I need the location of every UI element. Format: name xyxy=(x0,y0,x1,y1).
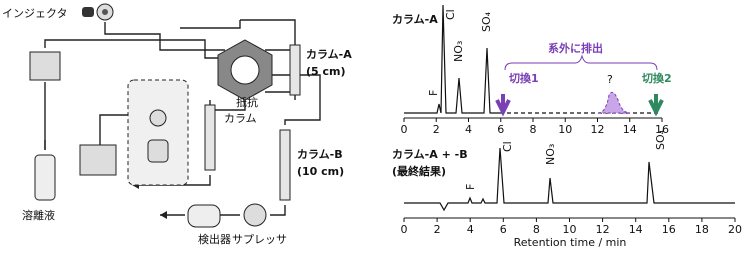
x-tick-label: 0 xyxy=(401,123,408,136)
annotation: ? xyxy=(607,73,613,86)
switch-arrow xyxy=(495,94,511,117)
dashed-box xyxy=(127,79,189,186)
x-tick-label: 2 xyxy=(433,123,440,136)
x-tick-label: 10 xyxy=(563,223,577,236)
subtitle: (最終結果) xyxy=(392,164,446,178)
eluent-bottle xyxy=(34,154,56,201)
six-port-valve xyxy=(230,55,260,85)
detector-icon xyxy=(147,139,169,163)
column-icon xyxy=(149,109,167,127)
label: カラム xyxy=(224,112,257,125)
x-tick-label: 14 xyxy=(629,223,643,236)
x-tick-label: 6 xyxy=(497,123,504,136)
chromatogram-top: カラム-A 系外に排出 切換1 ? 切換2 F Cl NO₃ SO₄ 0 2 4 6 8… xyxy=(392,4,672,136)
column-b xyxy=(279,129,291,201)
x-tick-label: 8 xyxy=(533,223,540,236)
trace xyxy=(404,4,500,114)
label: 検出器 xyxy=(198,232,231,246)
switch-arrow xyxy=(648,94,664,117)
annotation: 切換2 xyxy=(642,71,672,85)
unknown-peak xyxy=(597,91,631,114)
pump xyxy=(29,51,61,81)
x-tick-label: 2 xyxy=(434,223,441,236)
x-tick-label: 12 xyxy=(591,123,605,136)
pipe xyxy=(104,22,225,51)
x-tick-label: 18 xyxy=(695,223,709,236)
title: カラム-A + -B xyxy=(392,148,468,161)
peak-label: SO₄ xyxy=(480,11,493,32)
x-tick-label: 4 xyxy=(465,123,472,136)
x-tick-label: 14 xyxy=(623,123,637,136)
label: 溶離液 xyxy=(22,208,55,222)
injector xyxy=(102,9,108,15)
peak-label: SO₄ xyxy=(654,129,667,150)
brace xyxy=(504,54,658,71)
pipe xyxy=(180,19,296,30)
pump xyxy=(79,144,117,176)
x-tick-label: 8 xyxy=(530,123,537,136)
resistor-column xyxy=(204,104,216,171)
peak-label: NO₃ xyxy=(452,41,465,62)
x-tick-label: 20 xyxy=(728,223,742,236)
peak-label: Cl xyxy=(444,9,457,20)
peak-label: Cl xyxy=(501,141,514,152)
chromatogram-bottom: カラム-A + -B (最終結果) F Cl NO₃ SO₄ Retention… xyxy=(392,129,742,249)
label: (10 cm) xyxy=(297,165,344,178)
injector xyxy=(82,7,94,17)
arrow-head xyxy=(132,181,167,219)
label: 抵抗 xyxy=(236,95,258,109)
x-axis-title: Retention time / min xyxy=(514,236,627,249)
flow-diagram: インジェクタ カラム-A (5 cm) 抵抗 カラム カラム-B (10 cm)… xyxy=(2,3,352,246)
annotation: 系外に排出 xyxy=(548,41,603,55)
pipe xyxy=(265,74,321,125)
label: (5 cm) xyxy=(306,65,346,78)
suppressor xyxy=(243,203,267,227)
x-tick-label: 0 xyxy=(401,223,408,236)
annotation: 切換1 xyxy=(509,71,539,85)
x-tick-label: 6 xyxy=(500,223,507,236)
pipe xyxy=(44,114,130,150)
x-tick-label: 10 xyxy=(558,123,572,136)
title: カラム-A xyxy=(392,13,438,26)
detector xyxy=(187,204,221,228)
x-tick-label: 12 xyxy=(596,223,610,236)
peak-label: F xyxy=(464,184,477,190)
pipe xyxy=(44,39,225,59)
peak-label: NO₃ xyxy=(544,144,557,165)
x-tick-label: 4 xyxy=(467,223,474,236)
column-a xyxy=(289,44,301,96)
x-tick-label: 16 xyxy=(655,123,669,136)
label: サプレッサ xyxy=(232,233,287,246)
peak-label: F xyxy=(427,90,440,96)
label: カラム-B xyxy=(297,148,343,161)
x-tick-label: 16 xyxy=(662,223,676,236)
trace xyxy=(404,147,735,212)
label: インジェクタ xyxy=(2,7,68,20)
label: カラム-A xyxy=(306,48,352,61)
